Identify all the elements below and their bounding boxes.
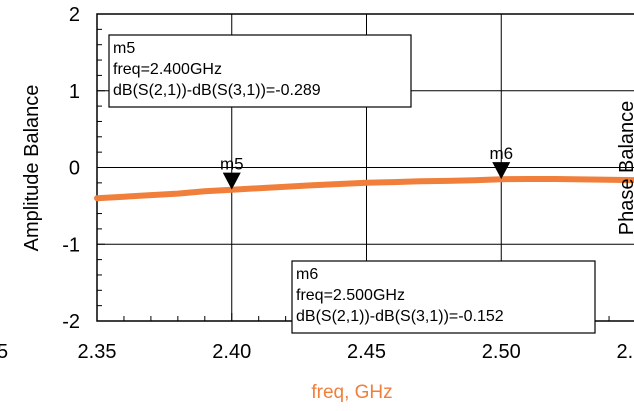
y-axis-title: Amplitude Balance xyxy=(21,85,43,252)
marker-boxes: m5 freq=2.400GHz dB(S(2,1))-dB(S(3,1))=-0.… xyxy=(108,34,596,334)
marker-readout-line: dB(S(2,1))-dB(S(3,1))=-0.152 xyxy=(296,308,504,325)
series-line xyxy=(94,176,634,202)
marker-triangle xyxy=(492,162,511,180)
marker-readout-frame xyxy=(108,34,412,108)
y-tick-label: 2 xyxy=(69,4,80,26)
marker-readout-line: dB(S(2,1))-dB(S(3,1))=-0.289 xyxy=(113,82,321,99)
right-axis-title: Phase Balance xyxy=(616,101,634,236)
marker-label: m5 xyxy=(220,155,244,174)
left-cut-tick-label: 5 xyxy=(0,341,8,363)
x-tick-labels: 2.35 2.40 2.45 2.50 2.55 xyxy=(78,341,634,363)
marker-readout-frame xyxy=(291,260,596,334)
marker-triangle xyxy=(222,172,241,190)
y-tick-label: -2 xyxy=(62,311,80,333)
x-tick-label: 2.35 xyxy=(78,341,117,363)
y-tick-label: -1 xyxy=(62,234,80,256)
x-tick-label: 2.40 xyxy=(212,341,251,363)
y-tick-label: 1 xyxy=(69,81,80,103)
x-tick-label: 2.45 xyxy=(347,341,386,363)
x-tick-label: 2.50 xyxy=(482,341,521,363)
marker-label: m6 xyxy=(489,144,513,163)
y-tick-label: 0 xyxy=(69,158,80,180)
series-group xyxy=(94,176,634,202)
marker-readout-box: m6 freq=2.500GHz dB(S(2,1))-dB(S(3,1))=-0.… xyxy=(291,260,596,334)
marker-readout-box: m5 freq=2.400GHz dB(S(2,1))-dB(S(3,1))=-0.… xyxy=(108,34,412,108)
marker-readout-line: freq=2.400GHz xyxy=(113,61,222,78)
x-tick-label: 2.55 xyxy=(617,341,634,363)
marker-triangles: m5 m6 xyxy=(220,144,513,190)
marker-readout-line: m6 xyxy=(296,266,318,283)
marker-readout-line: freq=2.500GHz xyxy=(296,287,405,304)
marker-readout-line: m5 xyxy=(113,40,135,57)
y-tick-labels: 2 1 0 -1 -2 xyxy=(62,4,80,333)
x-axis-title: freq, GHz xyxy=(311,382,392,403)
